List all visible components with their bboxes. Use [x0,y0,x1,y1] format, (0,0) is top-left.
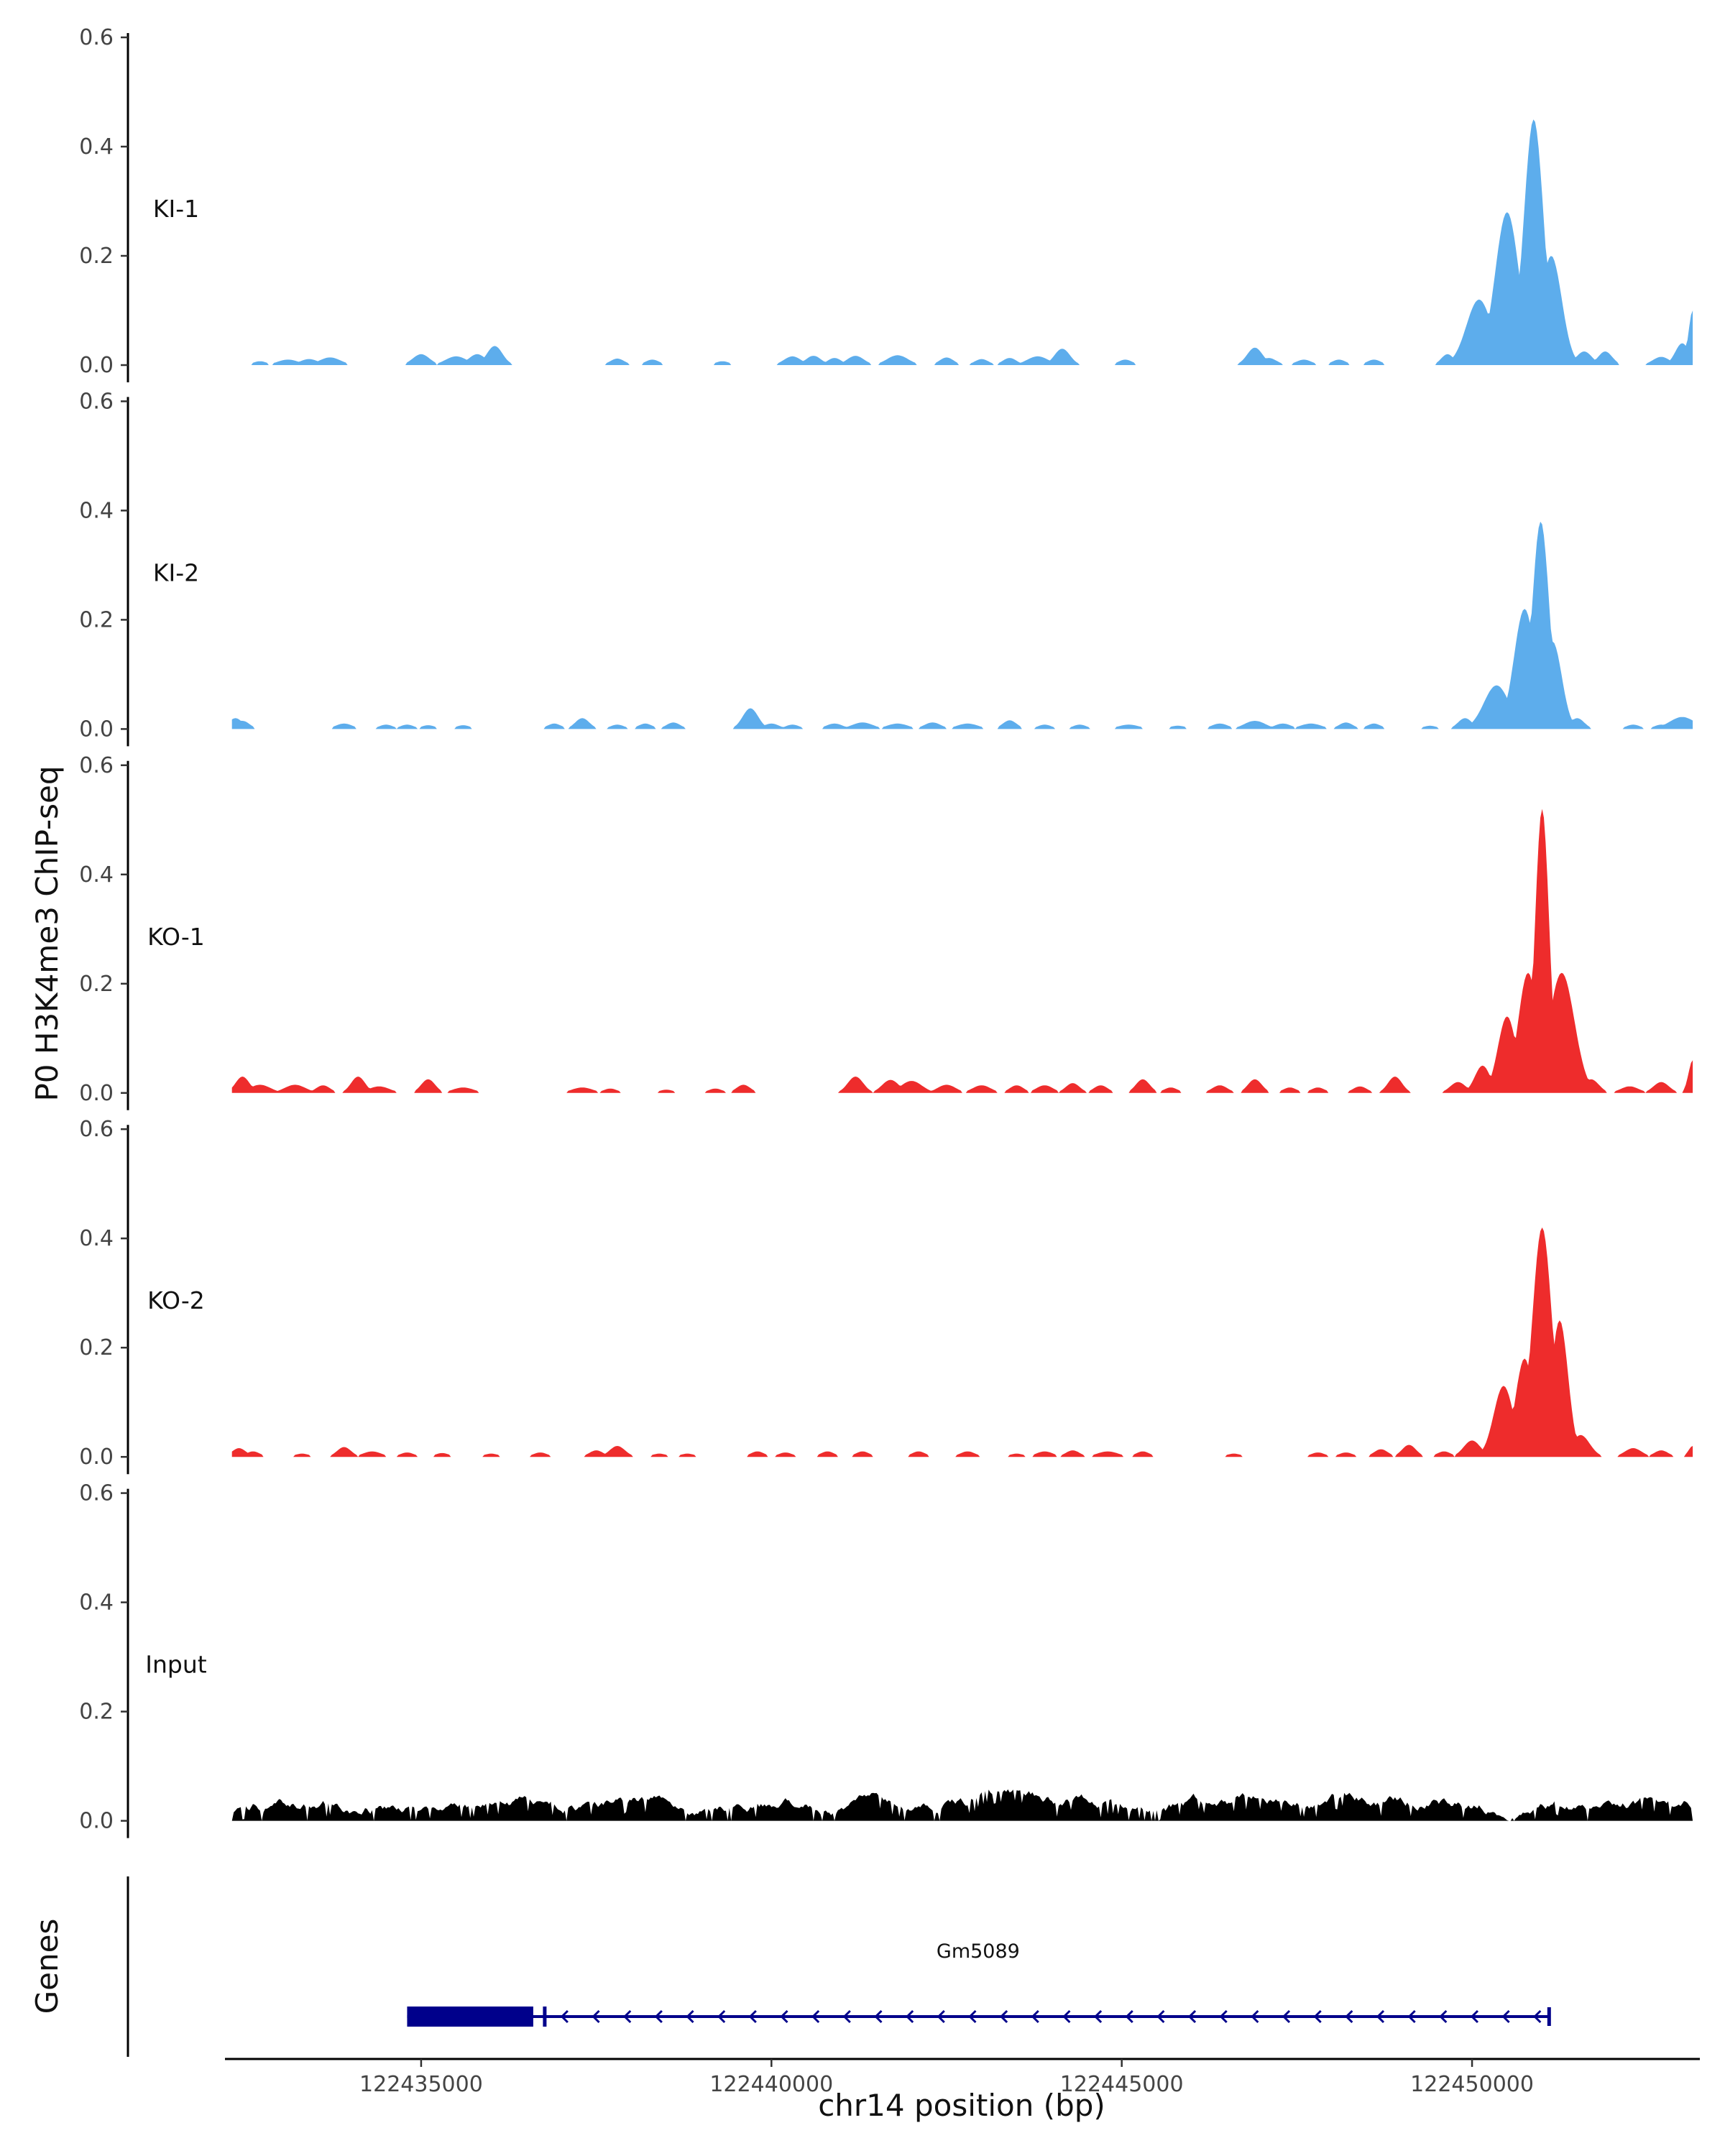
x-tick-label: 122450000 [1410,2072,1534,2097]
strand-arrow [874,2009,883,2024]
track-signal-area [231,808,1693,1093]
track-panel: 0.0 0.2 0.4 0.6 Input [79,1481,1693,1838]
strand-arrow [811,2009,820,2024]
x-tick-label: 122445000 [1060,2072,1184,2097]
y-tick-label: 0.0 [79,1081,114,1106]
strand-arrow [842,2009,851,2024]
track-label: KO-1 [147,923,205,951]
strand-arrow [1187,2009,1197,2024]
strand-arrow [1439,2009,1448,2024]
track-label: KI-1 [153,195,199,223]
x-tick-label: 122440000 [709,2072,833,2097]
strand-arrow [686,2009,694,2024]
strand-arrow [1031,2009,1039,2024]
strand-arrow [1282,2009,1291,2024]
x-tick-label: 122435000 [359,2072,483,2097]
track-signal-area [231,1789,1693,1821]
y-tick-label: 0.4 [79,498,114,523]
y-tick-label: 0.4 [79,1226,114,1251]
y-tick-label: 0.6 [79,753,114,778]
signal-tracks: 0.00.20.40.6KI-10.00.20.40.6KI-20.00.20.… [79,25,1693,1838]
track-signal-area [231,1227,1693,1457]
y-axis-title: P0 H3K4me3 ChIP-seq [29,765,65,1101]
gene-exon-block [407,2007,533,2027]
strand-arrow [1470,2009,1479,2024]
x-axis-title: chr14 position (bp) [818,2088,1105,2123]
strand-arrow [1533,2009,1542,2024]
gene-name-label: Gm5089 [937,1940,1020,1963]
y-tick-label: 0.6 [79,1481,114,1506]
strand-arrow [780,2009,788,2024]
strand-arrow [1219,2009,1228,2024]
strand-arrow [1407,2009,1416,2024]
x-axis: 122435000 122440000 122445000 122450000 [225,2058,1700,2097]
y-tick-label: 0.2 [79,607,114,632]
strand-arrow [1376,2009,1385,2024]
strand-arrow [906,2009,914,2024]
y-tick-label: 0.2 [79,1700,114,1725]
strand-arrow [1156,2009,1165,2024]
strand-arrow [623,2009,632,2024]
y-tick-label: 0.2 [79,244,114,269]
y-tick-label: 0.6 [79,389,114,414]
y-tick-label: 0.0 [79,353,114,378]
strand-arrow [968,2009,977,2024]
strand-arrow [1093,2009,1103,2024]
y-tick-label: 0.0 [79,1809,114,1834]
y-tick-label: 0.0 [79,1445,114,1470]
track-panel: 0.0 0.2 0.4 0.6 KO-2 [79,1117,1693,1475]
strand-arrow [1345,2009,1353,2024]
genes-panel-title: Genes [29,1919,65,2014]
strand-arrow [937,2009,945,2024]
y-tick-label: 0.4 [79,1590,114,1616]
y-tick-label: 0.4 [79,862,114,888]
strand-arrow [717,2009,726,2024]
strand-arrow [592,2009,600,2024]
track-label: KO-2 [147,1286,205,1314]
track-label: KI-2 [153,558,199,586]
y-tick-label: 0.6 [79,1117,114,1142]
strand-arrow [560,2009,569,2024]
y-tick-label: 0.2 [79,972,114,997]
y-tick-label: 0.0 [79,717,114,742]
track-label: Input [145,1651,207,1679]
strand-arrow [1062,2009,1071,2024]
strand-arrow [1501,2009,1510,2024]
y-tick-label: 0.4 [79,134,114,160]
track-signal-area [231,521,1693,729]
strand-arrow [999,2009,1008,2024]
track-signal-area [231,119,1693,365]
strand-arrow [654,2009,663,2024]
strand-arrow [1125,2009,1133,2024]
strand-arrow [748,2009,757,2024]
gene-annotation-panel: Gm5089 [126,1876,1551,2057]
y-tick-label: 0.2 [79,1335,114,1360]
y-tick-label: 0.6 [79,25,114,50]
track-panel: 0.0 0.2 0.4 0.6 KI-1 [79,25,1693,382]
track-panel: 0.0 0.2 0.4 0.6 KI-2 [79,389,1693,747]
strand-arrow [1251,2009,1259,2024]
strand-arrow [1313,2009,1322,2024]
track-panel: 0.0 0.2 0.4 0.6 KO-1 [79,753,1693,1110]
